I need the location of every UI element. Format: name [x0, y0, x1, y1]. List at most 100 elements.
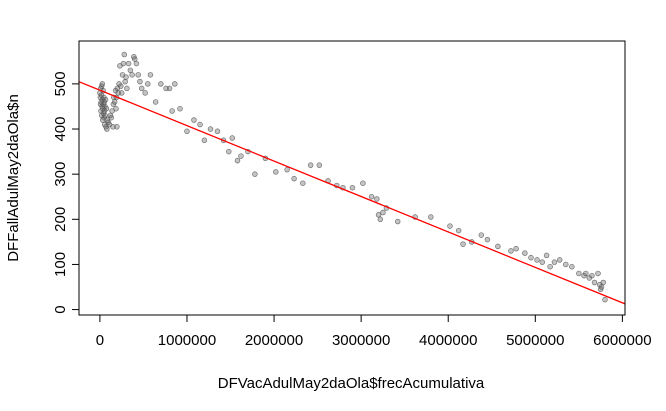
data-point — [99, 81, 106, 87]
regression-line — [79, 81, 625, 305]
data-point — [133, 60, 140, 67]
data-point — [184, 128, 190, 135]
data-point — [589, 272, 595, 279]
data-point — [368, 193, 375, 200]
data-point — [138, 85, 145, 92]
data-point — [102, 96, 109, 103]
data-point — [291, 175, 297, 182]
data-point — [556, 257, 563, 263]
data-point — [377, 216, 384, 223]
y-axis-label: DFFallAdulMay2daOla$n — [5, 94, 22, 262]
data-point — [114, 124, 120, 130]
data-point — [478, 232, 485, 238]
data-point — [428, 214, 434, 220]
data-point — [576, 270, 582, 277]
data-point — [147, 72, 154, 78]
data-point — [551, 259, 558, 265]
data-point — [460, 241, 466, 247]
data-point — [207, 126, 214, 132]
data-point — [145, 81, 151, 87]
data-point — [583, 270, 589, 277]
data-point — [484, 236, 491, 243]
data-point — [158, 81, 164, 87]
x-tick-label: 6000000 — [593, 332, 651, 349]
data-point — [547, 263, 553, 270]
data-point — [569, 263, 575, 270]
data-point — [197, 121, 203, 128]
data-point — [539, 259, 546, 265]
data-point — [121, 51, 128, 58]
data-point — [522, 250, 528, 256]
data-point — [455, 227, 462, 234]
data-point — [602, 296, 608, 303]
y-tick-label: 400 — [52, 117, 69, 142]
data-point — [127, 67, 134, 74]
data-point — [226, 148, 232, 155]
data-point — [495, 243, 501, 250]
data-point — [108, 114, 114, 121]
y-tick-label: 500 — [52, 71, 69, 96]
data-point — [591, 279, 598, 286]
y-tick-label: 100 — [52, 252, 69, 277]
data-point — [122, 78, 128, 85]
x-tick-label: 3000000 — [332, 332, 390, 349]
data-point — [135, 72, 141, 78]
y-axis: 0 100 200 300 400 500 — [52, 71, 80, 314]
data-point — [595, 270, 601, 277]
x-tick-label: 4000000 — [419, 332, 477, 349]
data-point — [111, 99, 118, 105]
x-tick-label: 2000000 — [245, 332, 303, 349]
data-point — [380, 209, 386, 216]
data-point — [513, 245, 519, 252]
data-point — [166, 85, 173, 92]
y-tick-label: 200 — [52, 207, 69, 232]
data-point — [102, 112, 108, 119]
data-point — [528, 254, 534, 261]
data-point — [234, 157, 241, 164]
data-point — [214, 128, 221, 135]
data-point — [316, 162, 323, 168]
x-axis: 0 1000000 2000000 3000000 4000000 5000000 6000… — [96, 314, 652, 349]
data-point — [191, 117, 197, 123]
data-point — [447, 223, 453, 229]
data-point — [598, 284, 605, 290]
data-point — [229, 135, 236, 141]
data-point — [137, 78, 143, 85]
data-point — [360, 180, 366, 186]
y-tick-label: 300 — [52, 162, 69, 187]
x-tick-label: 0 — [96, 332, 104, 349]
data-point — [238, 153, 244, 159]
data-point — [124, 85, 130, 92]
data-point — [131, 56, 138, 62]
data-point — [104, 126, 110, 132]
x-axis-label: DFVacAdulMay2daOla$frecAcumulativa — [218, 375, 485, 392]
data-point — [177, 105, 183, 112]
data-point — [349, 184, 356, 191]
data-point — [252, 171, 258, 177]
data-point — [300, 180, 306, 186]
y-tick-label: 0 — [52, 305, 69, 313]
data-point — [600, 279, 606, 286]
data-point — [118, 83, 124, 89]
data-point — [152, 99, 159, 105]
data-point — [142, 90, 148, 96]
data-point — [125, 60, 132, 67]
data-point — [129, 72, 135, 78]
data-point — [374, 196, 380, 202]
data-point — [534, 257, 540, 263]
data-point — [543, 252, 550, 259]
data-point — [284, 166, 290, 173]
data-point — [123, 74, 129, 80]
data-point — [110, 124, 116, 130]
data-point — [172, 81, 178, 87]
data-point — [273, 169, 279, 175]
data-point — [508, 248, 514, 254]
data-point — [118, 90, 125, 96]
data-point — [120, 60, 127, 67]
data-point — [201, 137, 208, 144]
data-point — [113, 105, 119, 112]
points-layer — [97, 51, 608, 303]
data-point — [307, 162, 314, 168]
x-tick-label: 1000000 — [158, 332, 216, 349]
